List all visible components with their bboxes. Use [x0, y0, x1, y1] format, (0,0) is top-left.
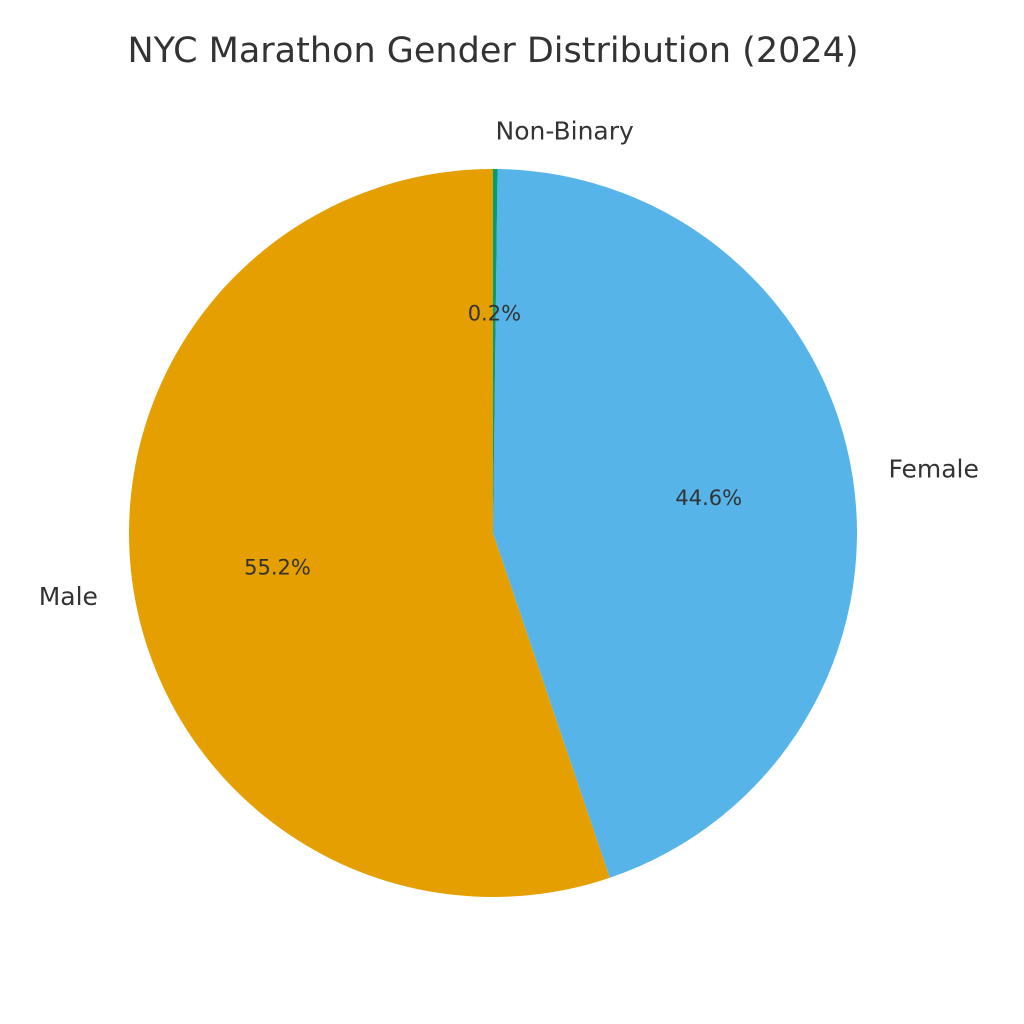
slice-label: Female	[888, 454, 978, 483]
pie-slice	[129, 169, 610, 897]
pie-slice	[493, 169, 858, 878]
slice-label: Non-Binary	[496, 117, 635, 146]
pie-slice	[493, 169, 498, 533]
value-label: 55.2%	[244, 556, 311, 580]
value-label: 0.2%	[468, 302, 521, 326]
slice-label: Male	[39, 582, 98, 611]
chart-title: NYC Marathon Gender Distribution (2024)	[127, 31, 858, 71]
value-label: 44.6%	[675, 486, 742, 510]
